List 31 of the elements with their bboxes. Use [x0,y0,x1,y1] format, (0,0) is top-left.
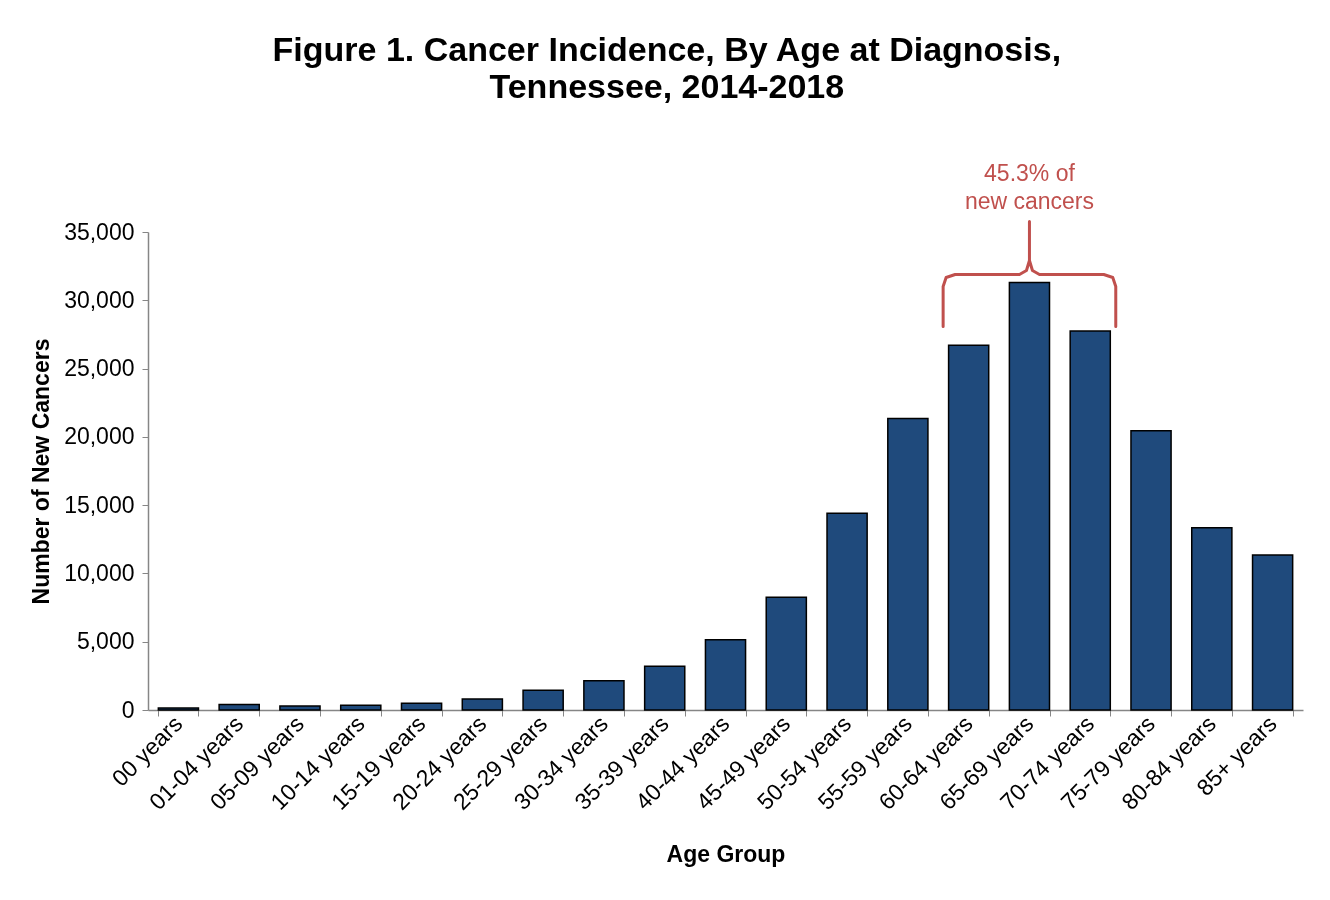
bar [157,707,200,711]
bar [1191,526,1233,711]
bar [765,596,808,711]
bar [826,512,868,711]
bar [1130,429,1172,711]
text: 45.3% of new cancers [964,159,1095,214]
bar [400,702,443,711]
bar [704,638,747,711]
bar [947,344,990,711]
bar [1008,281,1051,711]
y-axis-title: Number of New Cancers [28,338,55,605]
y-tick-label: 25,000 [64,355,135,382]
bar [583,679,625,711]
bar [1069,330,1112,711]
bar [461,698,504,711]
y-tick-label: 20,000 [64,423,135,450]
bar [1251,554,1294,711]
y-tick-label: 5,000 [76,628,135,655]
bar [339,704,382,711]
bar [218,703,260,711]
y-tick-label: 35,000 [64,218,135,245]
bar [279,705,321,711]
bar [643,665,686,711]
y-tick-label: 15,000 [64,491,135,518]
bar [887,417,929,711]
y-tick-label: 10,000 [64,559,135,586]
y-tick-label: 0 [121,696,135,723]
y-tick-label: 30,000 [64,286,135,313]
chart-title: Figure 1. Cancer Incidence, By Age at Diagnosis, Tennessee, 2014-2018 [272,29,1062,105]
x-axis-title: Age Group [666,840,786,867]
bar [522,689,564,711]
